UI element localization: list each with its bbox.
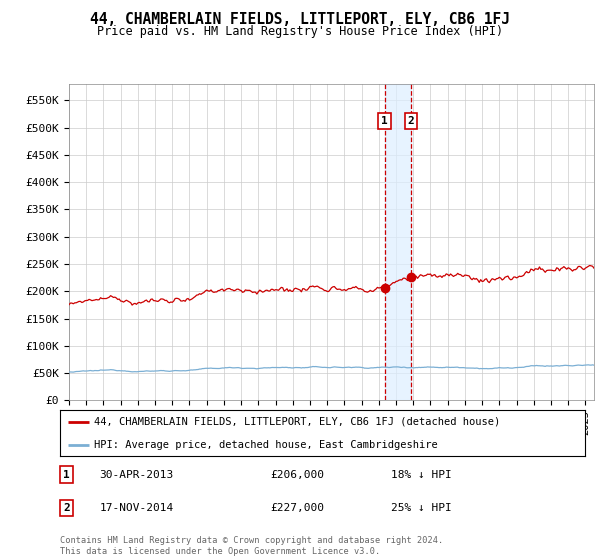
- Text: 2: 2: [408, 116, 415, 126]
- Text: 30-APR-2013: 30-APR-2013: [100, 470, 173, 479]
- Text: HPI: Average price, detached house, East Cambridgeshire: HPI: Average price, detached house, East…: [94, 440, 438, 450]
- Text: 18% ↓ HPI: 18% ↓ HPI: [391, 470, 452, 479]
- Text: £227,000: £227,000: [270, 503, 324, 513]
- Text: 25% ↓ HPI: 25% ↓ HPI: [391, 503, 452, 513]
- Text: 44, CHAMBERLAIN FIELDS, LITTLEPORT, ELY, CB6 1FJ (detached house): 44, CHAMBERLAIN FIELDS, LITTLEPORT, ELY,…: [94, 417, 500, 427]
- Text: Contains HM Land Registry data © Crown copyright and database right 2024.
This d: Contains HM Land Registry data © Crown c…: [60, 536, 443, 556]
- Text: £206,000: £206,000: [270, 470, 324, 479]
- Text: 44, CHAMBERLAIN FIELDS, LITTLEPORT, ELY, CB6 1FJ: 44, CHAMBERLAIN FIELDS, LITTLEPORT, ELY,…: [90, 12, 510, 27]
- Text: 17-NOV-2014: 17-NOV-2014: [100, 503, 173, 513]
- Text: 2: 2: [63, 503, 70, 513]
- Text: 1: 1: [63, 470, 70, 479]
- Text: 1: 1: [381, 116, 388, 126]
- Bar: [385, 84, 411, 400]
- Text: Price paid vs. HM Land Registry's House Price Index (HPI): Price paid vs. HM Land Registry's House …: [97, 25, 503, 38]
